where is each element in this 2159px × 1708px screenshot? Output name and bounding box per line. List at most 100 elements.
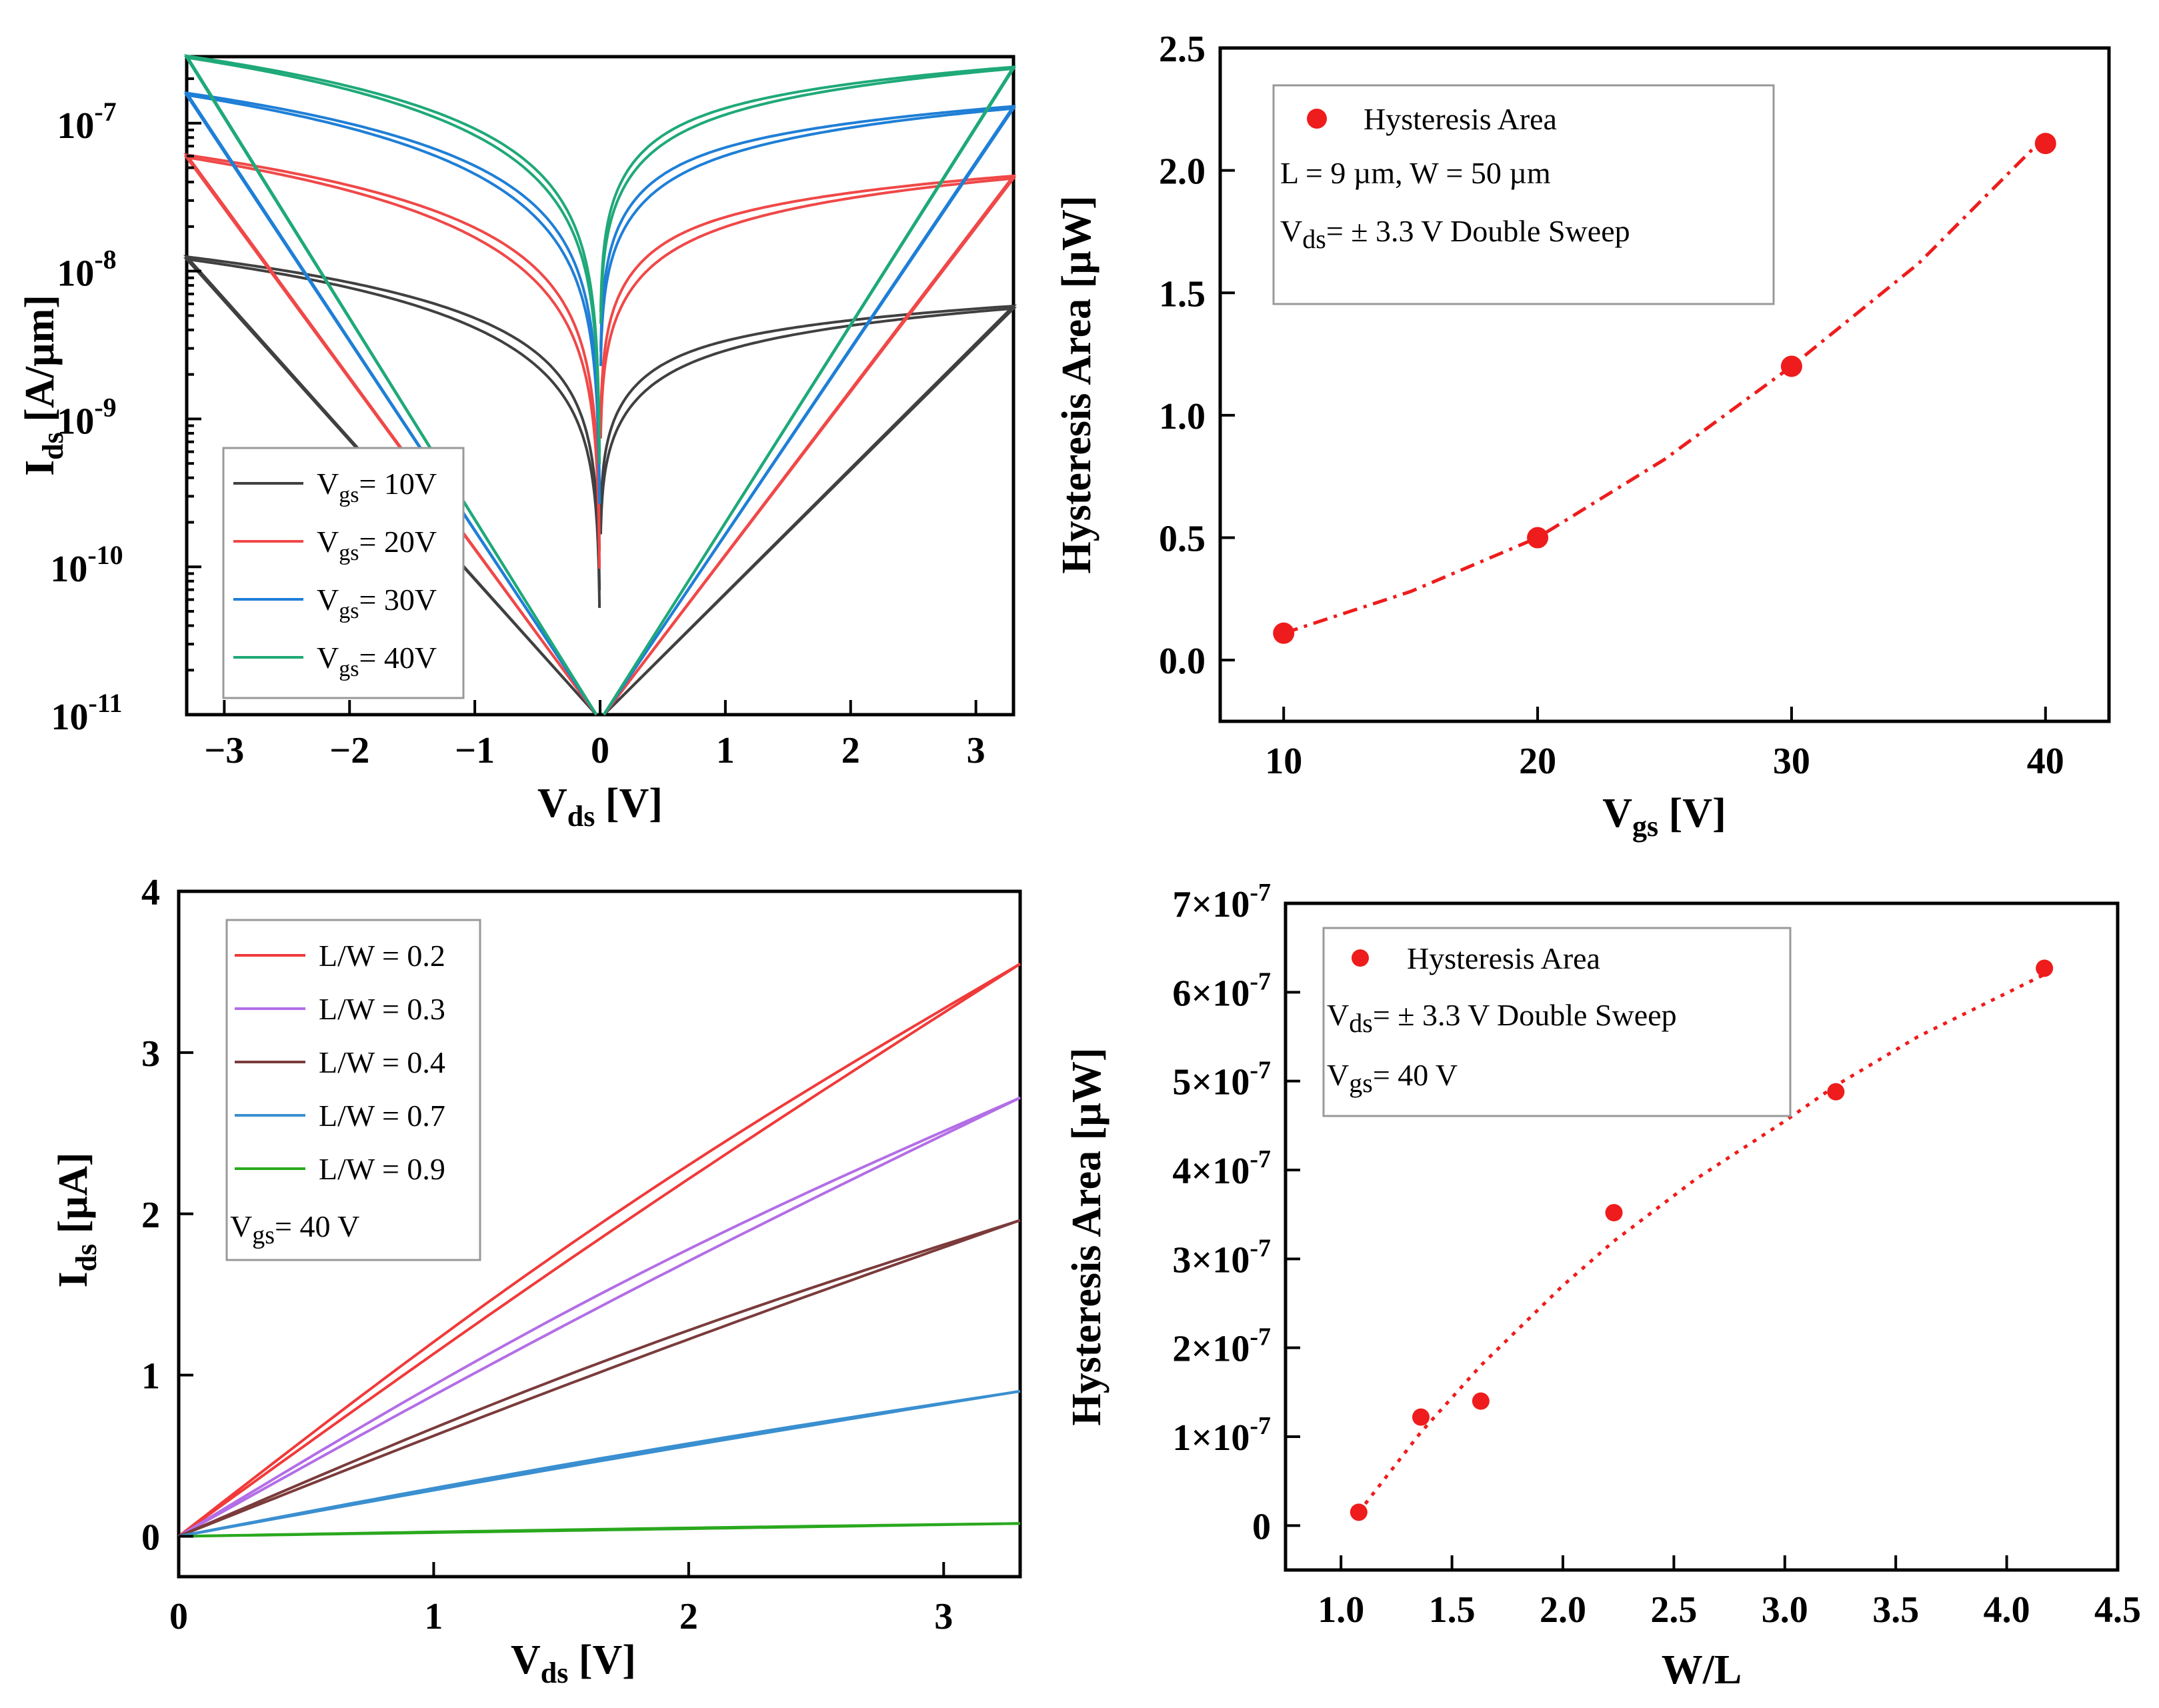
panel-d-point xyxy=(1472,1392,1490,1410)
panel-a-legend-label: Vgs= 20V xyxy=(317,525,437,565)
panel-a-series-line xyxy=(183,153,601,716)
panel-d-xtick-label: 3.5 xyxy=(1872,1589,1919,1631)
panel-d-ylabel: Hysteresis Area [µW] xyxy=(1064,1047,1110,1425)
panel-c-legend-label: L/W = 0.9 xyxy=(319,1152,445,1186)
panel-d-points xyxy=(1350,959,2054,1521)
panel-c-xtick-label: 0 xyxy=(169,1596,188,1637)
panel-a-series-line xyxy=(599,307,1017,716)
panel-c-series-line xyxy=(178,1522,1021,1538)
panel-d-point xyxy=(1350,1503,1368,1521)
panel-d-xtick-label: 4.0 xyxy=(1984,1589,2030,1631)
panel-a-series-line xyxy=(599,107,1017,716)
panel-d-ytick-label: 6×10-7 xyxy=(1172,967,1271,1014)
panel-c-ytick-label: 3 xyxy=(141,1033,160,1075)
panel-d-ytick-label: 5×10-7 xyxy=(1172,1057,1271,1103)
panel-b-legend: Hysteresis Area L = 9 µm, W = 50 µm Vds=… xyxy=(1272,84,1775,305)
panel-b-legend-label: Hysteresis Area xyxy=(1364,102,1557,136)
panel-d: 1.0 1.5 2.0 2.5 3.0 3.5 4.0 4.5 0 1×10-7 2×10-7 3×1… xyxy=(1064,879,2141,1693)
panel-a-ytick-label: 10-11 xyxy=(51,688,122,738)
panel-c-xtick-label: 3 xyxy=(934,1596,953,1637)
panel-a-series-line xyxy=(599,304,1017,716)
panel-b-fit xyxy=(1283,135,2047,635)
panel-c-series-line xyxy=(177,1096,1021,1538)
panel-c-annotation-vgs: Vgs= 40 V xyxy=(230,1209,359,1249)
panel-a-series-line xyxy=(183,93,601,716)
panel-d-ytick-label: 4×10-7 xyxy=(1172,1145,1271,1192)
panel-c-frame xyxy=(177,889,1022,1579)
panel-a-series-line xyxy=(599,65,1016,716)
panel-d-frame xyxy=(1284,901,2120,1572)
panel-a-xtick-label: −1 xyxy=(455,730,495,771)
panel-a-xtick-label: 3 xyxy=(967,730,985,771)
panel-b-point xyxy=(1780,355,1802,377)
panel-d-ytick-label: 0 xyxy=(1252,1506,1271,1547)
panel-c-ytick-label: 0 xyxy=(141,1517,160,1559)
panel-c-series-line xyxy=(178,1219,1021,1538)
panel-d-ticks: 1.0 1.5 2.0 2.5 3.0 3.5 4.0 4.5 0 1×10-7 2×10-7 3×1… xyxy=(1172,879,2141,1631)
panel-b-fit-line xyxy=(1283,135,2047,635)
panel-a-series-line xyxy=(599,67,1016,716)
panel-b-ytick-label: 1.5 xyxy=(1159,273,1206,315)
panel-c-legend-label: L/W = 0.2 xyxy=(319,939,445,973)
panel-c-legend-label: L/W = 0.4 xyxy=(319,1045,445,1079)
panel-c-xlabel: Vds [V] xyxy=(511,1637,636,1689)
panel-d-point xyxy=(1412,1408,1430,1426)
panel-b-xtick-label: 20 xyxy=(1519,741,1556,782)
panel-c-xtick-label: 1 xyxy=(424,1596,443,1637)
panel-a-series-line xyxy=(183,257,601,716)
panel-a: −3 −2 −1 0 1 2 3 10-11 10-10 10-9 10-8 10-7 Vds [V]… xyxy=(17,54,1017,833)
panel-a-xtick-label: −2 xyxy=(329,730,369,771)
panel-c-series-line xyxy=(178,1096,1021,1538)
panel-a-xtick-label: 1 xyxy=(716,730,735,771)
panel-b-xtick-label: 40 xyxy=(2027,741,2064,782)
panel-b-ytick-label: 2.5 xyxy=(1159,29,1206,70)
panel-c-series-line xyxy=(177,963,1021,1538)
panel-d-xtick-label: 1.5 xyxy=(1429,1589,1476,1631)
panel-c-series-line xyxy=(177,963,1021,1538)
panel-b: 10 20 30 40 0.0 0.5 1.0 1.5 2.0 2.5 Vgs [V] Hyste… xyxy=(1054,29,2111,843)
panel-a-series-line xyxy=(184,54,601,716)
panel-d-point xyxy=(1605,1204,1623,1221)
panel-a-legend: Vgs= 10V Vgs= 20V Vgs= 30V Vgs= 40V xyxy=(222,447,465,699)
panel-a-ytick-label: 10-10 xyxy=(50,540,123,590)
panel-a-series-line xyxy=(183,255,601,716)
panel-a-legend-label: Vgs= 30V xyxy=(317,583,437,623)
panel-a-series-line xyxy=(183,91,601,716)
panel-a-xtick-label: 0 xyxy=(591,730,609,771)
panel-a-ylabel: Ids [A/µm] xyxy=(17,295,69,476)
panel-d-legend-box xyxy=(1322,927,1792,1117)
panel-a-legend-label: Vgs= 40V xyxy=(317,641,437,681)
panel-b-ytick-label: 0.0 xyxy=(1159,641,1206,682)
panel-b-xtick-label: 10 xyxy=(1265,741,1302,782)
panel-a-series-line xyxy=(599,174,1017,716)
panel-b-annotation-sweep: Vds= ± 3.3 V Double Sweep xyxy=(1280,214,1630,254)
panel-b-point xyxy=(1527,527,1549,549)
panel-a-ytick-label: 10-7 xyxy=(57,97,116,147)
panel-a-series-line xyxy=(184,55,601,716)
panel-a-xtick-label: −3 xyxy=(204,730,244,771)
panel-d-xtick-label: 4.5 xyxy=(2094,1589,2141,1631)
panel-d-ytick-label: 1×10-7 xyxy=(1172,1412,1271,1459)
panel-a-ytick-label: 10-8 xyxy=(57,245,116,295)
panel-a-series-line xyxy=(183,155,601,716)
panel-a-legend-label: Vgs= 10V xyxy=(317,467,437,507)
panel-d-legend-marker xyxy=(1352,949,1369,967)
panel-b-frame xyxy=(1218,46,2111,723)
panel-a-series-line xyxy=(599,105,1016,716)
panel-c-ytick-label: 1 xyxy=(141,1356,160,1397)
panel-b-legend-marker xyxy=(1307,109,1327,129)
panel-c-series-line xyxy=(178,1389,1021,1538)
panel-c-legend-box xyxy=(225,919,481,1261)
panel-a-series xyxy=(183,54,1017,716)
panel-b-annotation-dimensions: L = 9 µm, W = 50 µm xyxy=(1280,156,1551,190)
panel-d-legend-label: Hysteresis Area xyxy=(1407,941,1600,975)
panel-b-ytick-label: 0.5 xyxy=(1159,519,1206,560)
panel-b-xtick-label: 30 xyxy=(1773,741,1810,782)
panel-c-legend-label: L/W = 0.3 xyxy=(319,992,445,1026)
panel-d-xtick-label: 1.0 xyxy=(1318,1589,1364,1631)
panel-c-xtick-label: 2 xyxy=(679,1596,698,1637)
panel-c-legend-label: L/W = 0.7 xyxy=(319,1099,445,1133)
panel-a-xtick-label: 2 xyxy=(841,730,860,771)
panel-d-ytick-label: 3×10-7 xyxy=(1172,1234,1271,1281)
panel-d-annotation-vgs: Vgs= 40 V xyxy=(1327,1058,1458,1098)
